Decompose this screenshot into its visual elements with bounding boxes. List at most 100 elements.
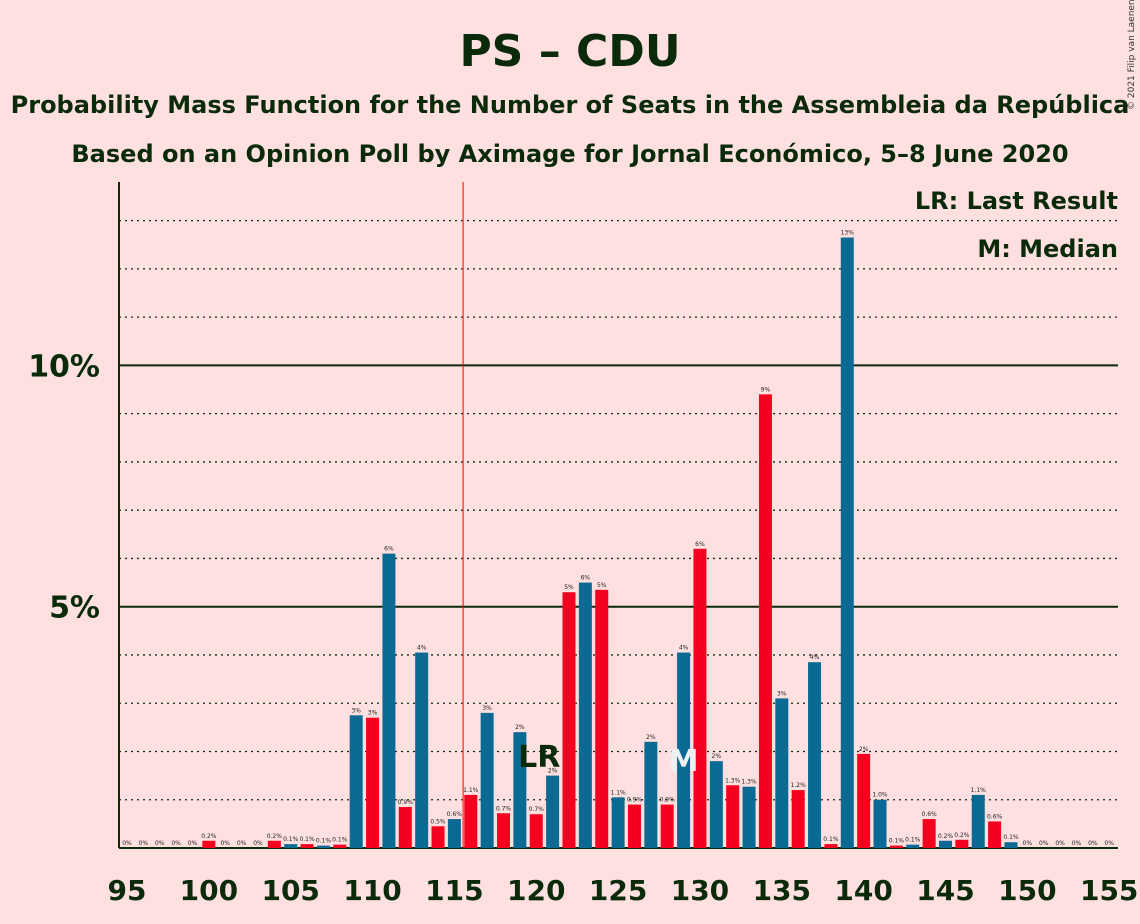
bar-label-seat-149: 0.1% xyxy=(1003,834,1019,841)
bar-seat-140 xyxy=(857,753,871,848)
bar-seat-130 xyxy=(693,548,707,848)
x-tick-label: 100 xyxy=(180,874,238,907)
bar-label-seat-105: 0.1% xyxy=(283,836,299,843)
legend-last-result: LR: Last Result xyxy=(915,187,1118,215)
bar-label-seat-97: 0% xyxy=(155,840,165,847)
bar-seat-112 xyxy=(398,806,412,848)
bar-series xyxy=(202,237,1018,848)
bar-label-seat-145: 0.2% xyxy=(938,833,954,840)
copyright-notice: © 2021 Filip van Laenen xyxy=(1127,0,1137,110)
bar-label-seat-155: 0% xyxy=(1104,840,1114,847)
bar-seat-111 xyxy=(382,553,396,848)
bar-seat-124 xyxy=(595,589,609,848)
bar-seat-114 xyxy=(431,826,445,848)
x-tick-label: 125 xyxy=(589,874,647,907)
bar-label-seat-143: 0.1% xyxy=(905,837,921,844)
bar-label-seat-112: 0.9% xyxy=(398,799,414,806)
bar-label-seat-123: 6% xyxy=(581,575,591,582)
bar-label-seat-124: 5% xyxy=(597,582,607,589)
bar-seat-147 xyxy=(971,794,985,848)
x-axis-tick-labels: 95 100 105 110 115 120 125 130 135 140 145 150 155 xyxy=(108,874,1139,907)
bar-seat-144 xyxy=(922,819,936,848)
bar-seat-120 xyxy=(529,814,543,848)
bar-label-seat-108: 0.1% xyxy=(332,837,348,844)
bar-seat-100 xyxy=(202,840,216,848)
bar-label-seat-137: 4% xyxy=(810,654,820,661)
y-tick-label: 10% xyxy=(28,349,100,384)
x-tick-label: 120 xyxy=(507,874,565,907)
x-tick-label: 105 xyxy=(261,874,319,907)
x-tick-label: 145 xyxy=(916,874,974,907)
x-tick-label: 110 xyxy=(343,874,401,907)
bar-label-seat-102: 0% xyxy=(237,840,247,847)
bar-label-seat-136: 1.2% xyxy=(791,782,807,789)
bar-label-seat-130: 6% xyxy=(695,541,705,548)
bar-label-seat-110: 3% xyxy=(368,710,378,717)
bar-seat-139 xyxy=(840,237,854,848)
x-tick-label: 140 xyxy=(834,874,892,907)
bar-label-seat-126: 0.9% xyxy=(627,797,643,804)
bar-seat-123 xyxy=(578,582,592,848)
bar-label-seat-100: 0.2% xyxy=(201,833,217,840)
bar-label-seat-121: 2% xyxy=(548,768,558,775)
bar-label-seat-99: 0% xyxy=(188,840,198,847)
bar-seat-148 xyxy=(988,821,1002,848)
bar-label-seat-150: 0% xyxy=(1023,840,1033,847)
bar-label-seat-109: 3% xyxy=(351,707,361,714)
bar-label-seat-147: 1.1% xyxy=(971,787,987,794)
bar-label-seat-154: 0% xyxy=(1088,840,1098,847)
bar-seat-142 xyxy=(889,845,903,848)
bar-label-seat-138: 0.1% xyxy=(823,836,839,843)
chart-subtitle-poll: Based on an Opinion Poll by Aximage for … xyxy=(71,140,1068,168)
bar-label-seat-95: 0% xyxy=(122,840,132,847)
bar-label-seat-116: 1.1% xyxy=(463,787,479,794)
bar-label-seat-153: 0% xyxy=(1072,840,1082,847)
median-marker: M xyxy=(669,744,699,779)
bar-seat-128 xyxy=(660,804,674,848)
bar-seat-116 xyxy=(464,794,478,848)
bar-seat-108 xyxy=(333,844,347,848)
bar-seat-106 xyxy=(300,844,314,848)
bar-label-seat-134: 9% xyxy=(761,386,771,393)
x-tick-label: 155 xyxy=(1080,874,1138,907)
bar-label-seat-98: 0% xyxy=(171,840,181,847)
bar-label-seat-144: 0.6% xyxy=(922,811,938,818)
bar-label-seat-152: 0% xyxy=(1055,840,1065,847)
chart-title: PS – CDU xyxy=(459,26,680,77)
x-tick-label: 115 xyxy=(425,874,483,907)
bar-label-seat-129: 4% xyxy=(679,645,689,652)
bar-label-seat-120: 0.7% xyxy=(529,806,545,813)
bar-seat-107 xyxy=(316,845,330,848)
bar-seat-146 xyxy=(955,839,969,848)
bar-label-seat-148: 0.6% xyxy=(987,813,1003,820)
bar-seat-118 xyxy=(497,813,511,848)
bar-label-seat-125: 1.1% xyxy=(610,789,626,796)
bar-label-seat-111: 6% xyxy=(384,546,394,553)
bar-seat-122 xyxy=(562,592,576,848)
bar-seat-131 xyxy=(709,761,723,848)
bar-label-seat-142: 0.1% xyxy=(889,838,905,845)
last-result-marker: LR xyxy=(518,740,560,775)
bar-seat-141 xyxy=(873,799,887,848)
bar-label-seat-127: 2% xyxy=(646,734,656,741)
bar-label-seat-122: 5% xyxy=(564,584,574,591)
bar-label-seat-115: 0.6% xyxy=(447,811,463,818)
bar-seat-149 xyxy=(1004,842,1018,848)
bar-label-seat-113: 4% xyxy=(417,645,427,652)
bar-seat-105 xyxy=(284,844,298,848)
bar-seat-143 xyxy=(906,844,920,848)
grid-lines xyxy=(119,219,1118,849)
bar-seat-145 xyxy=(939,840,952,848)
bar-seat-119 xyxy=(513,732,527,848)
bar-label-seat-135: 3% xyxy=(777,690,787,697)
x-tick-label: 95 xyxy=(108,874,147,907)
y-tick-label: 5% xyxy=(49,591,100,626)
bar-label-seat-103: 0% xyxy=(253,840,263,847)
bar-seat-127 xyxy=(644,741,658,848)
bar-label-seat-141: 1.0% xyxy=(872,792,888,799)
legend-median: M: Median xyxy=(977,235,1118,263)
bar-seat-129 xyxy=(677,652,691,848)
bar-label-seat-96: 0% xyxy=(139,840,149,847)
bar-label-seat-114: 0.5% xyxy=(430,818,446,825)
